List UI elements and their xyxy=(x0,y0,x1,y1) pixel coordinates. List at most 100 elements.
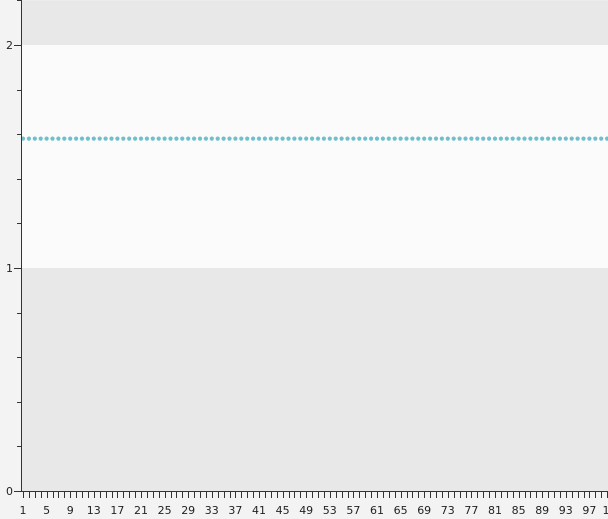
data-point xyxy=(339,136,344,141)
data-point xyxy=(85,136,90,141)
data-point xyxy=(410,136,415,141)
data-point xyxy=(374,136,380,141)
data-point xyxy=(516,136,521,141)
data-point xyxy=(74,136,79,141)
x-tick-label: 97 xyxy=(582,504,596,517)
data-point xyxy=(109,136,114,141)
data-point xyxy=(103,136,108,141)
data-point xyxy=(522,136,527,141)
data-point xyxy=(363,136,368,141)
data-point xyxy=(398,136,403,141)
data-point xyxy=(540,136,545,141)
x-tick-label: 5 xyxy=(43,504,50,517)
data-point xyxy=(162,136,167,141)
data-point xyxy=(386,136,391,141)
data-point xyxy=(298,136,303,141)
data-point xyxy=(280,136,285,141)
data-point xyxy=(197,136,203,141)
data-point xyxy=(215,136,220,141)
data-point xyxy=(203,136,208,141)
data-point xyxy=(593,136,598,141)
data-point xyxy=(327,136,332,141)
x-tick-label: 89 xyxy=(535,504,549,517)
data-point xyxy=(227,136,232,141)
data-point xyxy=(546,136,551,141)
x-tick-label: 81 xyxy=(488,504,502,517)
data-point xyxy=(475,136,480,141)
y-tick-label: 1 xyxy=(6,262,13,275)
data-point xyxy=(245,136,250,141)
data-point xyxy=(481,136,486,141)
data-point xyxy=(180,136,185,141)
data-point xyxy=(32,136,37,141)
data-point xyxy=(286,136,291,141)
data-point xyxy=(251,136,256,141)
x-tick-label: 57 xyxy=(346,504,360,517)
data-point xyxy=(144,136,149,141)
x-tick-label: 77 xyxy=(464,504,478,517)
data-point xyxy=(256,136,262,141)
data-point xyxy=(186,136,191,141)
x-tick-label: 21 xyxy=(134,504,148,517)
grid-band xyxy=(21,0,608,45)
x-tick-label: 65 xyxy=(394,504,408,517)
data-point xyxy=(56,136,61,141)
data-point xyxy=(121,136,126,141)
data-point xyxy=(504,136,509,141)
data-point xyxy=(209,136,214,141)
data-point xyxy=(392,136,397,141)
data-point xyxy=(369,136,374,141)
data-point xyxy=(510,136,515,141)
x-tick-label: 49 xyxy=(299,504,313,517)
data-point xyxy=(292,136,297,141)
data-point xyxy=(310,136,315,141)
data-point xyxy=(528,136,533,141)
data-point xyxy=(551,136,557,141)
data-point xyxy=(221,136,226,141)
data-point xyxy=(345,136,350,141)
background-bands xyxy=(21,0,608,491)
data-point xyxy=(192,136,197,141)
data-point xyxy=(492,136,498,141)
x-tick-label: 73 xyxy=(441,504,455,517)
data-points xyxy=(20,136,608,141)
x-tick-label: 41 xyxy=(252,504,266,517)
data-point xyxy=(127,136,132,141)
data-point xyxy=(44,136,49,141)
data-point xyxy=(79,136,85,141)
data-point xyxy=(433,136,439,141)
data-point xyxy=(91,136,96,141)
data-point xyxy=(469,136,474,141)
data-point xyxy=(380,136,385,141)
x-tick-label: 85 xyxy=(512,504,526,517)
data-point xyxy=(304,136,309,141)
x-tick-label: 93 xyxy=(559,504,573,517)
y-tick-label: 2 xyxy=(6,39,13,52)
data-point xyxy=(50,136,55,141)
x-tick-label: 1 xyxy=(20,504,27,517)
x-tick-label: 9 xyxy=(67,504,74,517)
data-point xyxy=(262,136,267,141)
data-point xyxy=(575,136,580,141)
x-tick-label: 45 xyxy=(276,504,290,517)
y-tick-label: 0 xyxy=(6,485,13,498)
x-tick-label: 13 xyxy=(87,504,101,517)
data-point xyxy=(115,136,120,141)
x-tick-label: 61 xyxy=(370,504,384,517)
data-point xyxy=(315,136,321,141)
x-tick-label: 17 xyxy=(110,504,124,517)
x-tick-label: 29 xyxy=(181,504,195,517)
x-tick-label: 37 xyxy=(228,504,242,517)
data-point xyxy=(62,136,67,141)
data-point xyxy=(333,136,338,141)
data-point xyxy=(274,136,279,141)
data-point xyxy=(133,136,138,141)
data-point xyxy=(138,136,144,141)
x-tick-label: 53 xyxy=(323,504,337,517)
data-point xyxy=(487,136,492,141)
data-point xyxy=(239,136,244,141)
data-point xyxy=(168,136,173,141)
data-point xyxy=(268,136,273,141)
data-point xyxy=(357,136,362,141)
